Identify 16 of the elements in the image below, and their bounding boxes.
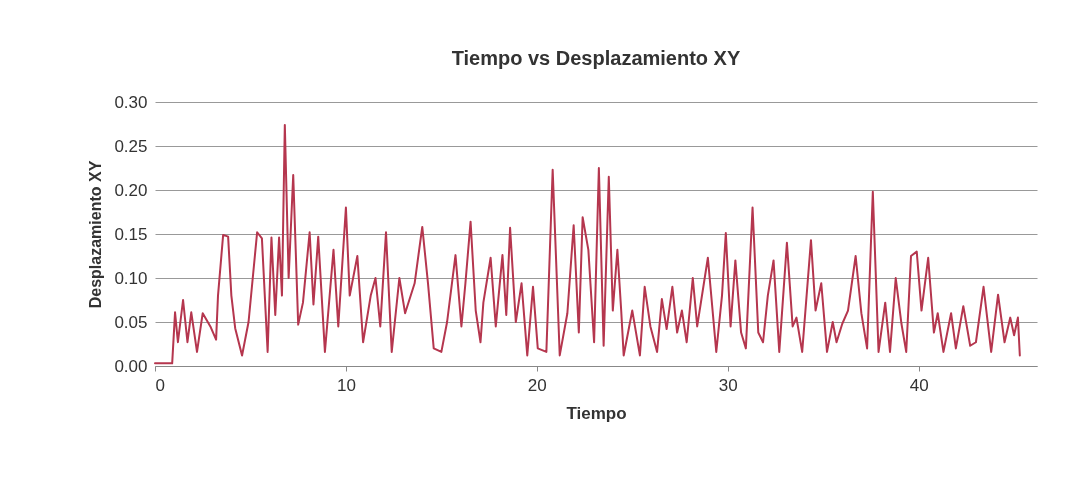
x-tick-label: 30 [718, 375, 738, 395]
x-tick-label: 10 [336, 375, 356, 395]
line-series [154, 123, 1021, 365]
y-tick-label: 0.30 [114, 92, 148, 112]
y-tick-label: 0.15 [114, 224, 148, 244]
y-tick-label: 0.00 [114, 356, 148, 376]
x-tick-label: 40 [909, 375, 929, 395]
y-axis-title: Desplazamiento XY [87, 160, 105, 309]
x-axis-title: Tiempo [566, 403, 627, 423]
chart-title: Tiempo vs Desplazamiento XY [451, 47, 741, 69]
x-tick-label: 0 [155, 375, 165, 395]
x-tick-label: 20 [527, 375, 547, 395]
y-tick-label: 0.25 [114, 136, 148, 156]
y-tick-label: 0.20 [114, 180, 148, 200]
y-tick-label: 0.05 [114, 312, 148, 332]
y-tick-label: 0.10 [114, 268, 148, 288]
